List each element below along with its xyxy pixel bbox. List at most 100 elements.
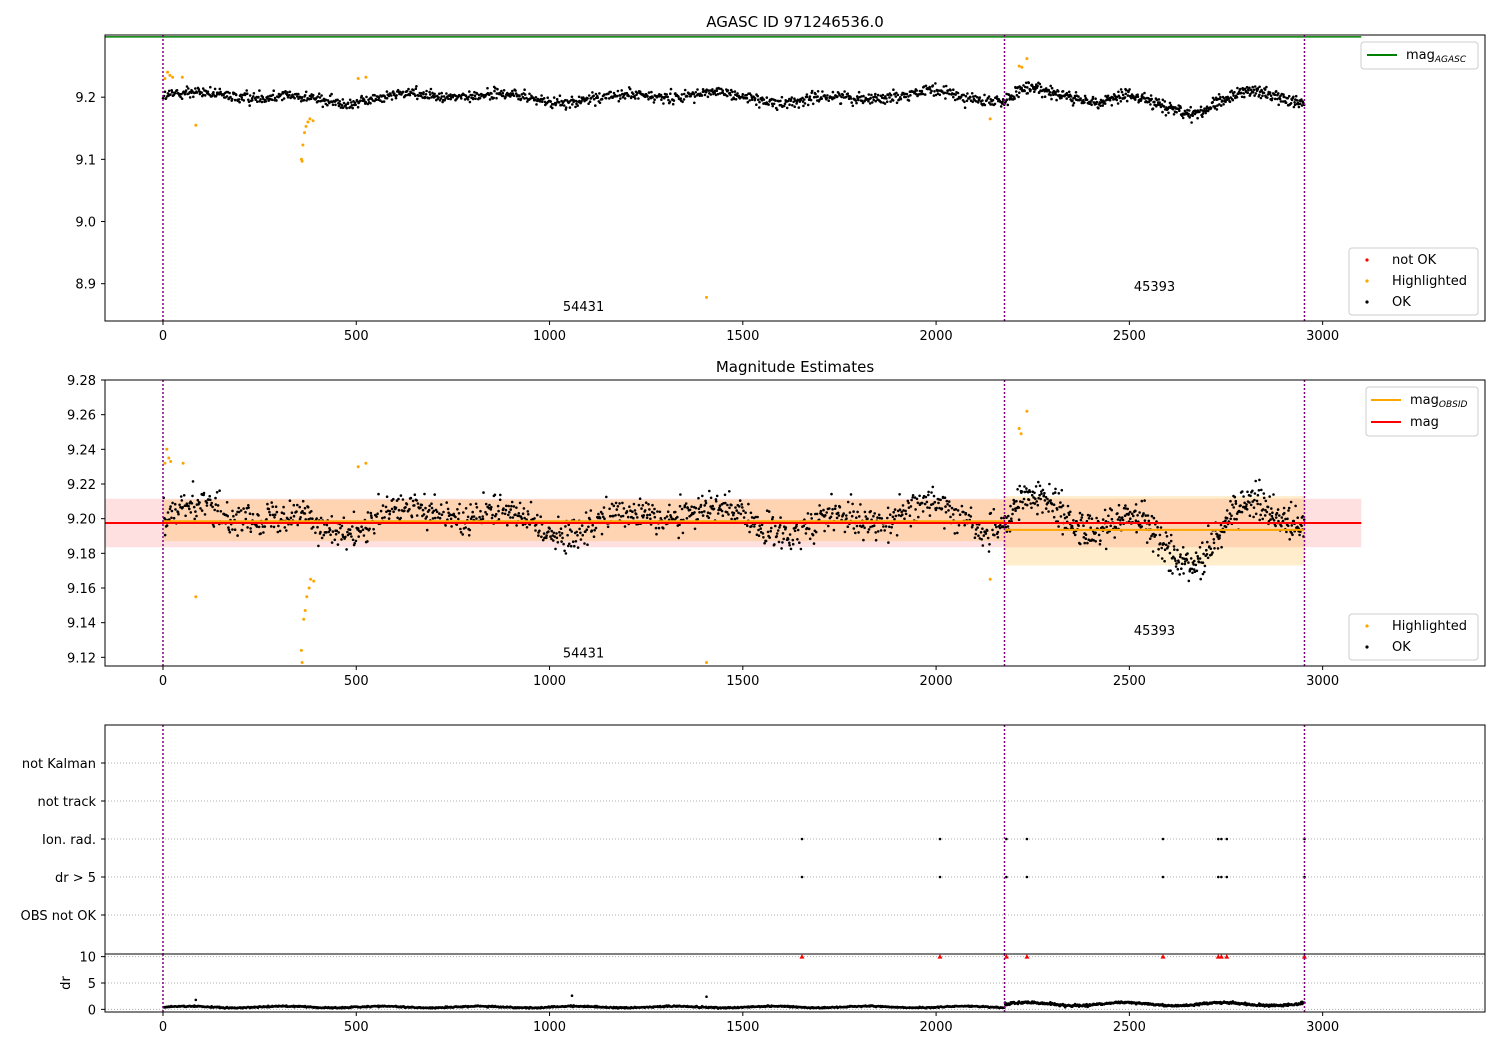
- magnitude-ok-point: [1202, 552, 1205, 556]
- magnitude-ok-point: [1187, 579, 1191, 583]
- agasc-ok-point: [993, 102, 997, 106]
- magnitude-legend-obsid: magOBSID: [1410, 393, 1468, 410]
- magnitude-ok-point: [644, 501, 648, 505]
- magnitude-ok-point: [1272, 493, 1275, 496]
- agasc-ok-point: [592, 94, 595, 98]
- agasc-ok-point: [826, 94, 829, 97]
- agasc-ok-point: [706, 95, 710, 99]
- magnitude-ok-point: [810, 517, 813, 520]
- magnitude-ok-point: [932, 494, 936, 498]
- magnitude-ok-point: [219, 510, 223, 513]
- magnitude-ok-point: [431, 517, 435, 520]
- magnitude-ok-point: [694, 506, 698, 510]
- agasc-ok-point: [1020, 86, 1023, 90]
- agasc-ok-point: [1054, 90, 1057, 94]
- magnitude-ok-point: [188, 507, 191, 511]
- magnitude-ok-point: [779, 516, 782, 519]
- agasc-ok-point: [1298, 102, 1302, 105]
- magnitude-ok-point: [974, 528, 978, 531]
- agasc-ok-point: [237, 98, 241, 101]
- magnitude-ok-point: [490, 516, 494, 520]
- magnitude-ok-point: [622, 507, 626, 510]
- agasc-ok-point: [1007, 93, 1011, 96]
- magnitude-ok-point: [1274, 516, 1278, 519]
- magnitude-ok-point: [723, 493, 727, 497]
- magnitude-ok-point: [299, 516, 302, 519]
- magnitude-ok-point: [1254, 512, 1258, 516]
- magnitude-ok-point: [408, 507, 411, 511]
- magnitude-ok-point: [1095, 516, 1098, 520]
- agasc-ok-point: [345, 106, 349, 110]
- magnitude-ok-point: [515, 524, 518, 527]
- agasc-ok-point: [711, 90, 714, 93]
- agasc-ok-point: [876, 93, 880, 97]
- magnitude-ok-point: [1206, 556, 1210, 560]
- magnitude-ok-point: [498, 498, 502, 502]
- agasc-ok-point: [948, 92, 951, 96]
- agasc-ok-point: [385, 97, 389, 100]
- magnitude-ok-point: [1172, 545, 1176, 548]
- agasc-ok-point: [801, 96, 804, 100]
- agasc-ok-point: [440, 95, 444, 98]
- magnitude-ok-point: [568, 542, 571, 546]
- magnitude-ok-point: [730, 517, 733, 521]
- magnitude-ok-point: [296, 523, 300, 527]
- agasc-ok-point: [715, 89, 719, 92]
- agasc-ok-point: [1243, 87, 1247, 91]
- flags-category-label: OBS not OK: [21, 909, 97, 924]
- magnitude-ok-point: [1136, 514, 1139, 517]
- magnitude-ok-point: [911, 494, 915, 497]
- magnitude-ok-point: [683, 504, 687, 507]
- magnitude-ok-point: [1104, 520, 1108, 523]
- magnitude-ok-point: [763, 541, 766, 545]
- magnitude-ok-point: [424, 506, 427, 510]
- magnitude-ok-point: [1193, 570, 1197, 573]
- agasc-ok-point: [1265, 85, 1268, 89]
- magnitude-ok-point: [584, 530, 587, 533]
- magnitude-ok-point: [833, 507, 837, 511]
- magnitude-ok-point: [375, 515, 378, 518]
- magnitude-ok-point: [246, 526, 249, 529]
- magnitude-ok-point: [507, 504, 511, 508]
- magnitude-ok-point: [996, 536, 1000, 539]
- magnitude-ok-point: [1256, 502, 1259, 506]
- agasc-ok-point: [326, 103, 329, 107]
- magnitude-ok-point: [348, 528, 352, 531]
- magnitude-ok-point: [1142, 512, 1145, 515]
- magnitude-ok-point: [1002, 525, 1005, 529]
- magnitude-ok-point: [176, 510, 180, 514]
- agasc-ok-point: [696, 88, 699, 91]
- agasc-ok-point: [440, 91, 444, 95]
- agasc-ok-point: [694, 91, 698, 94]
- magnitude-ok-point: [1240, 510, 1244, 514]
- magnitude-ok-point: [329, 533, 332, 537]
- agasc-ok-point: [490, 92, 493, 95]
- magnitude-ok-point: [360, 525, 363, 528]
- agasc-ok-point: [786, 99, 790, 103]
- magnitude-ok-point: [711, 504, 714, 508]
- agasc-ok-point: [1115, 98, 1119, 102]
- agasc-ok-point: [647, 91, 651, 94]
- magnitude-ok-point: [585, 528, 589, 531]
- magnitude-ok-point: [257, 514, 260, 517]
- magnitude-ok-point: [962, 510, 965, 514]
- agasc-highlighted-point: [163, 77, 167, 80]
- agasc-ok-point: [239, 93, 243, 97]
- agasc-ok-point: [849, 97, 853, 100]
- magnitude-ok-point: [1106, 531, 1109, 534]
- magnitude-ok-point: [493, 493, 497, 497]
- agasc-ok-point: [477, 93, 481, 97]
- magnitude-ok-point: [1069, 510, 1072, 514]
- agasc-ok-point: [1215, 108, 1219, 111]
- agasc-x-tick-label: 1000: [533, 329, 566, 344]
- agasc-ok-point: [952, 95, 955, 99]
- agasc-ok-point: [1227, 97, 1230, 100]
- magnitude-ok-point: [552, 531, 556, 535]
- agasc-ok-point: [1292, 95, 1295, 99]
- magnitude-ok-point: [1191, 571, 1194, 575]
- magnitude-y-tick-label: 9.22: [67, 478, 96, 493]
- magnitude-ok-point: [316, 525, 319, 529]
- magnitude-ok-point: [721, 514, 725, 517]
- agasc-ok-point: [880, 96, 884, 99]
- magnitude-ok-point: [1148, 537, 1152, 540]
